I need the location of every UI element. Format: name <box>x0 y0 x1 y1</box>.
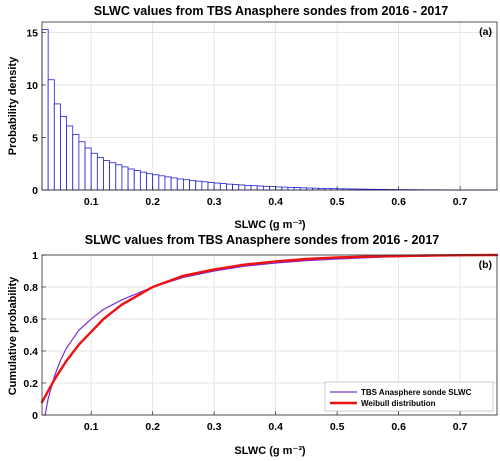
cdf-x-axis-label: SLWC (g m⁻³) <box>234 445 306 457</box>
histogram-bar <box>66 125 74 191</box>
histogram-bar <box>219 183 227 191</box>
histogram-x-tick-label: 0.5 <box>330 196 345 208</box>
cdf-y-ticks: 0 0.2 0.4 0.6 0.8 1 <box>23 250 46 422</box>
histogram-bar <box>41 28 49 191</box>
histogram-bar <box>84 147 92 191</box>
cdf-legend-box <box>324 381 494 412</box>
histogram-bar <box>164 176 172 191</box>
cdf-x-ticks: 0.1 0.2 0.3 0.4 0.5 0.6 0.7 <box>84 411 468 433</box>
cdf-legend: TBS Anasphere sonde SLWC Weibull distrib… <box>324 381 494 412</box>
cdf-panel: SLWC values from TBS Anasphere sondes fr… <box>7 233 499 457</box>
histogram-bar <box>96 157 104 191</box>
cdf-y-axis-label: Cumulative probability <box>7 276 19 395</box>
cdf-legend-label-sonde: TBS Anasphere sonde SLWC <box>361 388 472 397</box>
histogram-bar <box>78 141 86 191</box>
cdf-panel-label: (b) <box>479 259 492 271</box>
histogram-x-tick-label: 0.4 <box>268 196 283 208</box>
histogram-bar <box>262 185 270 191</box>
histogram-bar <box>207 182 215 191</box>
cdf-y-tick-label: 0 <box>32 410 38 422</box>
histogram-y-tick-label: 5 <box>32 133 38 145</box>
histogram-x-ticks: 0.1 0.2 0.3 0.4 0.5 0.6 0.7 <box>84 186 468 208</box>
histogram-axes-box <box>41 21 498 191</box>
histogram-x-tick-label: 0.2 <box>145 196 160 208</box>
histogram-bar <box>139 171 147 191</box>
cdf-x-tick-label: 0.7 <box>453 421 468 433</box>
histogram-bar <box>47 79 55 191</box>
cdf-x-tick-label: 0.3 <box>207 421 222 433</box>
histogram-bar <box>170 177 178 191</box>
histogram-bar <box>238 184 246 191</box>
histogram-bar <box>127 168 135 191</box>
histogram-bars <box>41 28 498 191</box>
histogram-y-ticks: 0 5 10 15 <box>26 28 46 197</box>
cdf-x-tick-label: 0.5 <box>330 421 345 433</box>
cdf-x-tick-label: 0.1 <box>84 421 99 433</box>
cdf-y-tick-label: 0.6 <box>23 314 38 326</box>
histogram-bar <box>103 160 111 191</box>
histogram-y-axis-label: Probability density <box>7 56 19 155</box>
cdf-x-tick-label: 0.6 <box>391 421 406 433</box>
histogram-bar <box>158 175 166 191</box>
histogram-bar <box>189 180 197 191</box>
cdf-x-tick-label: 0.2 <box>145 421 160 433</box>
histogram-x-axis-label: SLWC (g m⁻³) <box>234 219 306 231</box>
histogram-x-tick-label: 0.7 <box>453 196 468 208</box>
cdf-line-weibull <box>40 253 499 404</box>
histogram-bar <box>60 116 67 191</box>
histogram-bar <box>269 186 277 191</box>
histogram-bar <box>195 180 203 191</box>
cdf-x-tick-label: 0.4 <box>268 421 283 433</box>
histogram-bar <box>213 182 221 191</box>
histogram-bar <box>72 133 80 191</box>
histogram-y-tick-label: 15 <box>26 28 38 40</box>
histogram-grid <box>42 22 497 191</box>
histogram-y-tick-label: 0 <box>32 185 38 197</box>
cdf-y-tick-label: 1 <box>32 250 38 262</box>
histogram-panel: SLWC values from TBS Anasphere sondes fr… <box>7 4 498 231</box>
cdf-y-tick-label: 0.8 <box>23 282 38 294</box>
cdf-y-tick-label: 0.4 <box>23 346 38 358</box>
histogram-bar <box>115 164 123 191</box>
histogram-bar <box>232 184 240 191</box>
histogram-bar <box>90 152 98 191</box>
histogram-x-tick-label: 0.6 <box>391 196 406 208</box>
histogram-bar <box>256 185 264 191</box>
histogram-bar <box>176 178 184 191</box>
histogram-bar <box>275 186 283 191</box>
histogram-bar <box>183 179 190 191</box>
histogram-bar <box>53 103 61 191</box>
histogram-panel-label: (a) <box>479 26 492 38</box>
cdf-title: SLWC values from TBS Anasphere sondes fr… <box>85 233 440 247</box>
histogram-bar <box>109 162 117 191</box>
histogram-bar <box>226 183 234 191</box>
histogram-bar <box>146 173 154 191</box>
cdf-axes-box <box>41 254 498 416</box>
histogram-bar <box>121 166 129 191</box>
histogram-bar <box>201 181 209 191</box>
histogram-x-tick-label: 0.1 <box>84 196 99 208</box>
histogram-x-tick-label: 0.3 <box>207 196 222 208</box>
histogram-bar <box>133 170 141 191</box>
cdf-legend-label-weibull: Weibull distribution <box>361 399 436 408</box>
histogram-bar <box>281 186 289 191</box>
cdf-y-tick-label: 0.2 <box>23 378 38 390</box>
histogram-title: SLWC values from TBS Anasphere sondes fr… <box>94 4 449 18</box>
histogram-y-tick-label: 10 <box>26 80 38 92</box>
histogram-bar <box>244 184 252 191</box>
histogram-bar <box>152 174 160 191</box>
cdf-lines <box>40 253 499 416</box>
histogram-bar <box>250 185 258 191</box>
